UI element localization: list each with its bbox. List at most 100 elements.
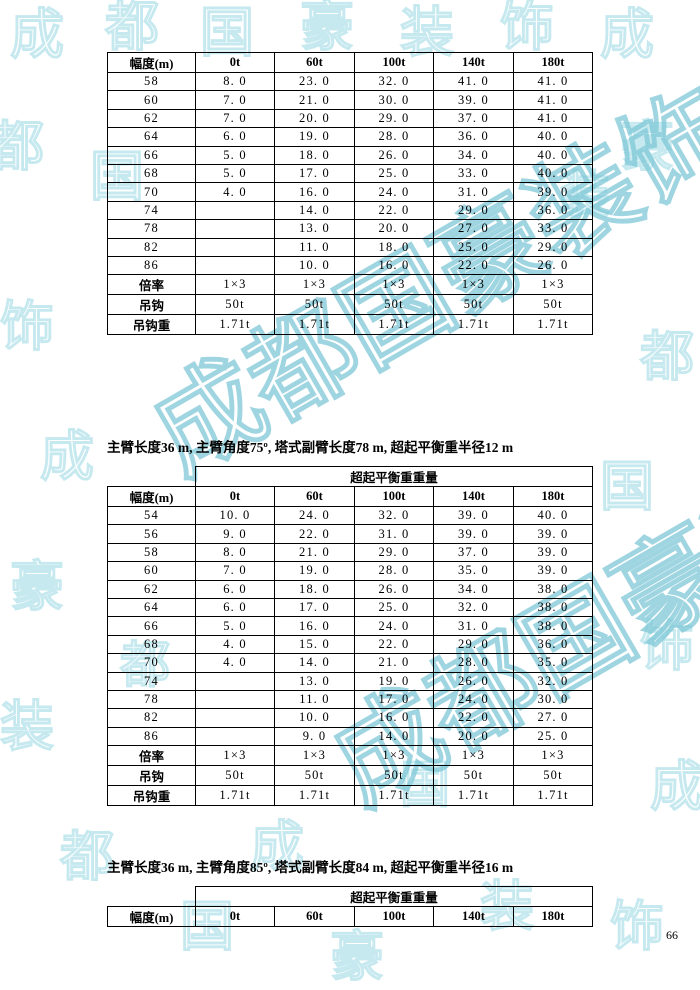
row-label: 吊钩重 xyxy=(107,314,196,336)
table-cell: 37. 0 xyxy=(433,108,514,129)
table-cell xyxy=(195,237,275,257)
row-label: 74 xyxy=(107,671,196,691)
column-header: 60t xyxy=(274,52,355,73)
table-cell: 9. 0 xyxy=(274,726,355,747)
table-row: 66 5. 0 18. 0 26. 0 34. 0 40. 0 xyxy=(107,145,593,165)
table-cell: 6. 0 xyxy=(195,597,275,618)
row-label: 82 xyxy=(107,708,196,728)
table-cell: 17. 0 xyxy=(354,689,434,710)
table-cell: 27. 0 xyxy=(433,219,514,239)
table-cell: 38. 0 xyxy=(513,579,593,599)
table-cell: 25. 0 xyxy=(513,726,593,747)
table-cell: 29. 0 xyxy=(513,237,593,257)
table-cell: 22. 0 xyxy=(433,255,514,276)
table-cell: 18. 0 xyxy=(274,579,355,599)
table-cell: 27. 0 xyxy=(513,708,593,728)
table-cell: 5. 0 xyxy=(195,163,275,184)
table-cell: 50t xyxy=(354,765,434,787)
table-cell: 50t xyxy=(274,765,355,787)
table-cell: 1×3 xyxy=(513,274,593,296)
table-cell: 17. 0 xyxy=(274,597,355,618)
table-cell: 30. 0 xyxy=(354,90,434,110)
table-cell: 20. 0 xyxy=(433,726,514,747)
table-cell: 34. 0 xyxy=(433,145,514,165)
row-label: 62 xyxy=(107,579,196,599)
table-row: 吊钩重 1.71t 1.71t 1.71t 1.71t 1.71t xyxy=(107,314,593,336)
table-cell: 19. 0 xyxy=(274,127,355,147)
column-header: 140t xyxy=(433,52,514,73)
table-cell: 39. 0 xyxy=(513,561,593,581)
column-header: 180t xyxy=(513,52,593,73)
table-cell: 6. 0 xyxy=(195,579,275,599)
table-cell: 7. 0 xyxy=(195,561,275,581)
page-number: 66 xyxy=(666,928,678,942)
table-cell: 8. 0 xyxy=(195,71,275,92)
table-cell: 6. 0 xyxy=(195,127,275,147)
table-cell: 1×3 xyxy=(354,274,434,296)
table-cell xyxy=(195,255,275,276)
table-corner-cell xyxy=(108,467,196,487)
table-cell: 50t xyxy=(513,765,593,787)
table-cell: 29. 0 xyxy=(354,542,434,563)
table-cell: 32. 0 xyxy=(354,71,434,92)
table-cell: 1.71t xyxy=(195,314,275,336)
row-label: 60 xyxy=(107,90,196,110)
table-cell: 25. 0 xyxy=(354,597,434,618)
table-cell: 39. 0 xyxy=(433,90,514,110)
table-top-continuation: 幅度(m) 0t 60t 100t 140t 180t 58 8. 0 23. 0 32. 0 41… xyxy=(107,52,593,336)
row-label: 78 xyxy=(107,689,196,710)
table-cell: 22. 0 xyxy=(433,708,514,728)
table-36m-75deg: 超起平衡重重量 幅度(m) 0t 60t 100t 140t 180t 54 10. 0 24. … xyxy=(107,466,593,807)
table-cell: 35. 0 xyxy=(513,653,593,673)
table-cell: 14. 0 xyxy=(274,653,355,673)
table-cell: 1.71t xyxy=(274,314,355,336)
table-cell: 1.71t xyxy=(433,785,514,807)
table-row: 70 4. 0 14. 0 21. 0 28. 0 35. 0 xyxy=(107,653,593,673)
row-label: 64 xyxy=(107,127,196,147)
table-corner-cell xyxy=(108,887,196,907)
row-label: 82 xyxy=(107,237,196,257)
table-cell: 50t xyxy=(195,294,275,316)
table-cell: 1×3 xyxy=(513,745,593,767)
row-label: 66 xyxy=(107,145,196,165)
table-row: 86 9. 0 14. 0 20. 0 25. 0 xyxy=(107,726,593,747)
table-36m-85deg: 超起平衡重重量 幅度(m) 0t 60t 100t 140t 180t xyxy=(107,886,593,927)
row-label: 66 xyxy=(107,616,196,636)
table-cell: 16. 0 xyxy=(354,708,434,728)
table-cell: 39. 0 xyxy=(513,542,593,563)
table-cell: 50t xyxy=(354,294,434,316)
table-row: 64 6. 0 17. 0 25. 0 32. 0 38. 0 xyxy=(107,597,593,618)
table-cell: 20. 0 xyxy=(354,219,434,239)
row-label: 吊钩重 xyxy=(107,785,196,807)
table-cell: 1.71t xyxy=(513,314,593,336)
table-row: 吊钩 50t 50t 50t 50t 50t xyxy=(107,294,593,316)
table-cell: 16. 0 xyxy=(354,255,434,276)
table-cell: 34. 0 xyxy=(433,579,514,599)
table-cell: 33. 0 xyxy=(433,163,514,184)
table-cell: 10. 0 xyxy=(274,708,355,728)
column-header: 140t xyxy=(433,486,514,507)
table-cell: 50t xyxy=(433,765,514,787)
table-cell: 1.71t xyxy=(513,785,593,807)
table-row: 58 8. 0 21. 0 29. 0 37. 0 39. 0 xyxy=(107,542,593,563)
column-header: 140t xyxy=(433,906,514,927)
table-cell: 14. 0 xyxy=(354,726,434,747)
table-cell: 41. 0 xyxy=(513,108,593,129)
table-cell xyxy=(195,726,275,747)
table-cell: 31. 0 xyxy=(433,182,514,202)
table-cell: 1×3 xyxy=(195,745,275,767)
table-cell: 19. 0 xyxy=(274,561,355,581)
row-label: 吊钩 xyxy=(107,294,196,316)
table-cell: 5. 0 xyxy=(195,145,275,165)
table-cell: 16. 0 xyxy=(274,616,355,636)
table-cell: 1.71t xyxy=(354,785,434,807)
table-cell: 11. 0 xyxy=(274,689,355,710)
table-cell: 41. 0 xyxy=(433,71,514,92)
table-cell: 16. 0 xyxy=(274,182,355,202)
table-cell: 38. 0 xyxy=(513,597,593,618)
table-cell: 39. 0 xyxy=(433,505,514,526)
table-cell: 20. 0 xyxy=(274,108,355,129)
table-cell: 5. 0 xyxy=(195,616,275,636)
table-cell: 18. 0 xyxy=(354,237,434,257)
table-cell: 21. 0 xyxy=(354,653,434,673)
